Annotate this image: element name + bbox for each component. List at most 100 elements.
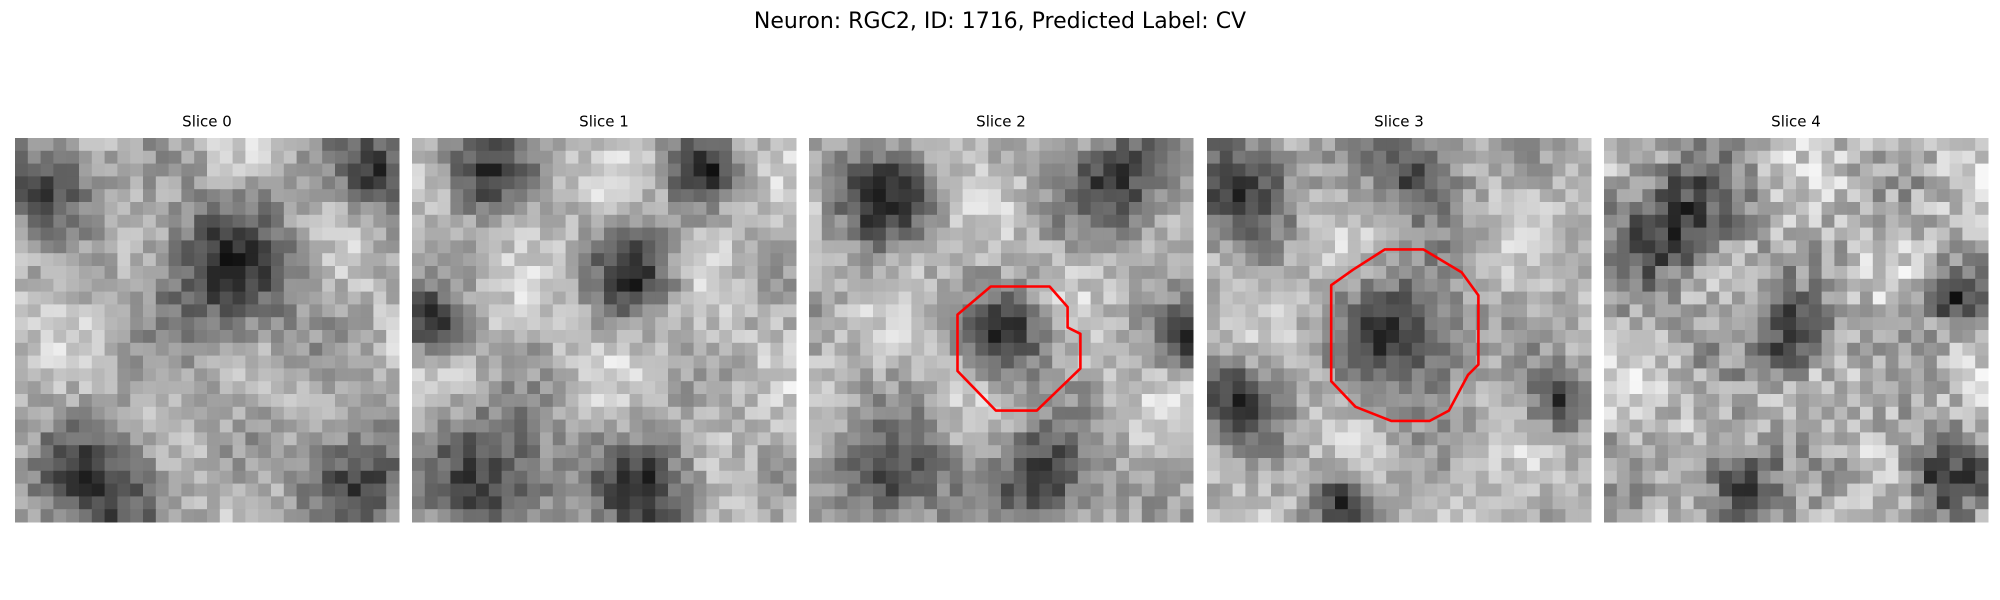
pixel [770,342,784,357]
pixel [949,432,964,446]
pixel [1360,419,1374,433]
pixel [1129,394,1143,408]
pixel [450,355,464,369]
pixel [1757,176,1771,190]
pixel [1808,394,1823,408]
pixel [1629,304,1643,318]
pixel [181,432,195,446]
pixel [1141,202,1156,216]
pixel [1514,330,1528,344]
pixel [1065,330,1079,344]
pixel [1180,317,1194,331]
pixel [642,419,656,433]
pixel [1167,394,1181,408]
pixel [655,253,669,267]
pixel [693,189,707,203]
pixel [1783,330,1797,344]
pixel [283,227,298,241]
pixel [296,458,310,472]
pixel [437,445,451,459]
pixel [860,445,874,459]
pixel [1975,458,1989,472]
pixel [1668,509,1682,523]
pixel [962,150,976,165]
pixel [1180,176,1194,190]
pixel [117,355,131,369]
pixel [1347,189,1362,203]
pixel [1322,138,1336,152]
pixel [360,304,374,318]
pixel [1578,227,1592,241]
pixel [168,291,182,305]
pixel [1616,304,1631,318]
pixel [1475,445,1490,459]
pixel [373,138,387,152]
pixel [501,496,515,510]
pixel [1219,368,1234,382]
pixel [130,304,144,318]
pixel [1514,509,1528,523]
pixel [1090,138,1104,152]
pixel [847,150,861,165]
pixel [783,432,797,446]
pixel [1360,266,1374,280]
pixel [1232,202,1246,216]
pixel [1424,432,1438,446]
pixel [1872,138,1887,152]
pixel [1475,496,1490,510]
pixel [1552,432,1566,446]
pixel [1141,189,1156,203]
pixel [271,419,285,433]
pixel [1450,470,1464,485]
pixel [1578,266,1592,280]
pixel [207,432,221,446]
pixel [629,509,643,523]
pixel [693,176,707,190]
pixel [143,394,157,408]
pixel [655,342,669,357]
pixel [1411,355,1426,369]
pixel [66,342,80,357]
pixel [642,163,656,177]
pixel [1642,483,1656,497]
pixel [1386,266,1400,280]
pixel [1116,445,1130,459]
pixel [53,394,67,408]
pixel [744,240,759,254]
pixel [1399,150,1413,165]
pixel [604,189,618,203]
pixel [309,483,323,497]
pixel [207,317,221,331]
pixel [1527,419,1541,433]
pixel [937,278,951,293]
pixel [1309,227,1323,241]
pixel [1655,150,1669,165]
pixel [1911,470,1925,485]
pixel [783,381,797,395]
pixel [1821,406,1835,421]
pixel [1399,406,1413,421]
pixel [1539,342,1554,357]
pixel [40,419,54,433]
pixel [1808,253,1823,267]
pixel [1437,163,1451,177]
pixel [15,266,29,280]
pixel [616,509,631,523]
pixel [437,317,451,331]
pixel [1090,445,1104,459]
pixel [258,202,272,216]
pixel [1693,419,1707,433]
pixel [757,214,771,229]
pixel [1604,509,1618,523]
pixel [1232,163,1246,177]
pixel [821,240,836,254]
pixel [232,189,246,203]
pixel [1219,278,1234,293]
pixel [1821,496,1835,510]
pixel [53,330,67,344]
pixel [130,406,144,421]
pixel [1565,240,1579,254]
pixel [1885,470,1899,485]
pixel [181,406,195,421]
pixel [1668,496,1682,510]
